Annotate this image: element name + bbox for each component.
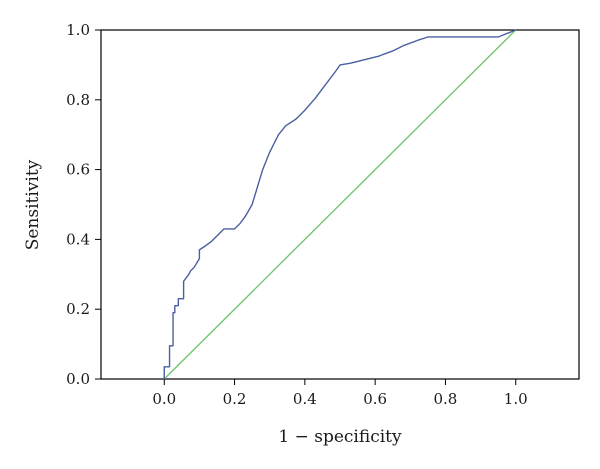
y-ticks: 0.0 0.2 0.4 0.6 0.8 1.0 bbox=[66, 21, 101, 388]
plot-frame bbox=[100, 29, 580, 380]
roc-curve-line bbox=[163, 29, 516, 379]
y-tick-label: 1.0 bbox=[66, 21, 90, 39]
y-tick-label: 0.6 bbox=[66, 161, 90, 179]
x-ticks: 0.0 0.2 0.4 0.6 0.8 1.0 bbox=[152, 379, 528, 408]
roc-curve-layer bbox=[163, 29, 516, 379]
x-axis-title: 1 − specificity bbox=[278, 427, 402, 447]
x-tick-label: 0.2 bbox=[223, 390, 247, 408]
x-tick-label: 0.8 bbox=[434, 390, 458, 408]
x-tick-label: 0.4 bbox=[293, 390, 317, 408]
y-axis-title: Sensitivity bbox=[23, 159, 43, 250]
y-tick-label: 0.2 bbox=[66, 300, 90, 318]
y-tick-label: 0.0 bbox=[66, 370, 90, 388]
x-tick-label: 0.6 bbox=[363, 390, 387, 408]
reference-line-layer bbox=[163, 29, 517, 380]
x-tick-label: 0.0 bbox=[152, 390, 176, 408]
y-tick-label: 0.8 bbox=[66, 91, 90, 109]
x-tick-label: 1.0 bbox=[504, 390, 528, 408]
reference-diagonal-line bbox=[163, 29, 517, 380]
y-tick-label: 0.4 bbox=[66, 230, 90, 248]
